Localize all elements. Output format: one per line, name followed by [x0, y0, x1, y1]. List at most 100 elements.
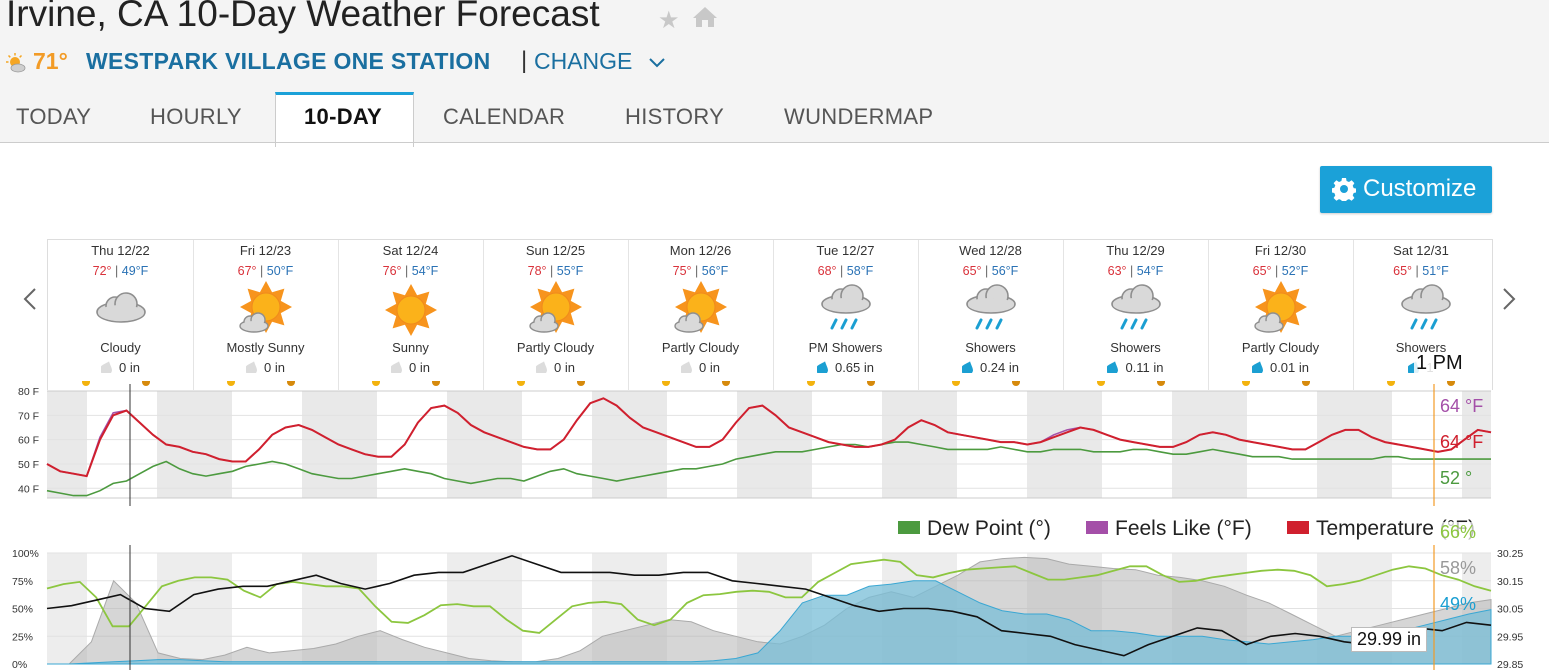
hover-cloud-cover: 58% [1440, 558, 1477, 578]
day-high: 65° [1252, 264, 1272, 278]
day-column[interactable]: Wed 12/28 65° | 56°F Showers 0.24 in [918, 240, 1064, 390]
day-temps: 63° | 54°F [1063, 264, 1208, 278]
precip-amount: 0 in [554, 360, 575, 375]
day-low: 49°F [121, 264, 149, 278]
hover-humidity: 66% [1440, 522, 1477, 543]
day-condition: Showers [1395, 340, 1447, 355]
day-name: Thu 12/29 [1106, 243, 1165, 258]
home-icon[interactable] [691, 5, 719, 29]
partly-cloudy-icon [529, 281, 582, 333]
night-band [302, 391, 337, 498]
partly-cloudy-icon [674, 281, 727, 333]
day-precip: 0.65 in [773, 360, 918, 375]
day-column[interactable]: Mon 12/26 75° | 56°F Partly Cloudy 0 in [628, 240, 774, 390]
day-column[interactable]: Sun 12/25 78° | 55°F Partly Cloudy 0 in [483, 240, 629, 390]
humidity-precip-pressure-chart[interactable]: 100% 30.25 75% 30.15 50% 30.05 25% 29.95 0% 29.85 [0, 545, 1549, 670]
day-column[interactable]: Fri 12/30 65° | 52°F Partly Cloudy 0.01 in [1208, 240, 1354, 390]
y-tick-label: 70 F [18, 410, 39, 422]
night-band [592, 391, 627, 498]
day-name: Fri 12/23 [239, 243, 292, 258]
day-column[interactable]: Sat 12/24 76° | 54°F Sunny 0 in [338, 240, 484, 390]
active-tab-frame [275, 92, 414, 147]
temp-divider: | [985, 264, 989, 278]
tab-hourly[interactable]: HOURLY [150, 104, 242, 129]
sunrise-marker [82, 381, 90, 386]
sunrise-marker [1097, 381, 1105, 386]
day-condition: Showers [1110, 340, 1161, 355]
night-band [337, 391, 377, 498]
day-condition: Sunny [392, 340, 429, 355]
day-temps: 78° | 55°F [483, 264, 628, 278]
raindrop-icon [961, 361, 973, 373]
pressure-line [46, 554, 1492, 657]
tab-10-day[interactable]: 10-DAY [304, 104, 383, 129]
precip-amount: 0 in [264, 360, 285, 375]
raindrop-icon [101, 361, 112, 373]
day-column[interactable]: Thu 12/22 72° | 49°F Cloudy 0 in [48, 240, 194, 390]
y2-tick-label: 30.15 [1497, 576, 1523, 588]
day-high: 68° [817, 264, 837, 278]
day-precip: 0 in [48, 360, 193, 375]
y2-tick-label: 30.05 [1497, 604, 1523, 616]
sunrise-marker [662, 381, 670, 386]
page-title: Irvine, CA 10-Day Weather Forecast [6, 0, 600, 34]
night-band [157, 391, 192, 498]
temp-divider: | [405, 264, 409, 278]
showers-icon [966, 284, 1016, 330]
sunset-marker [577, 381, 585, 386]
day-name: Sat 12/24 [382, 243, 439, 258]
day-column[interactable]: Tue 12/27 68° | 58°F PM Showers 0.65 in [773, 240, 919, 390]
humidity-line [46, 558, 1492, 634]
day-name: Thu 12/22 [91, 243, 150, 258]
tab-wundermap[interactable]: WUNDERMAP [784, 104, 934, 129]
day-temps: 67° | 50°F [193, 264, 338, 278]
tab-today[interactable]: TODAY [16, 104, 92, 129]
customize-button[interactable]: Customize [1320, 166, 1492, 213]
day-column[interactable]: Thu 12/29 63° | 54°F Showers 0.11 in [1063, 240, 1209, 390]
day-condition: Partly Cloudy [516, 340, 595, 355]
forecast-header [0, 0, 1549, 143]
raindrop-icon [391, 361, 402, 373]
day-name: Sun 12/25 [525, 243, 586, 258]
precip-amount: 0.11 in [1125, 360, 1164, 375]
tab-history[interactable]: HISTORY [625, 104, 725, 129]
precip-chance-area [47, 580, 1492, 665]
y2-tick-label: 29.85 [1497, 659, 1523, 670]
y-tick-label: 50 F [18, 459, 39, 471]
next-days-arrow-icon[interactable] [1500, 286, 1518, 312]
day-temps: 65° | 56°F [918, 264, 1063, 278]
day-precip: 0 in [483, 360, 628, 375]
day-low: 55°F [556, 264, 584, 278]
day-high: 72° [92, 264, 112, 278]
day-high: 76° [382, 264, 402, 278]
day-high: 75° [672, 264, 692, 278]
legend-feels-like[interactable]: Feels Like (°F) [1086, 517, 1252, 541]
temp-divider: | [1130, 264, 1134, 278]
chevron-down-icon[interactable] [648, 56, 666, 68]
tab-calendar[interactable]: CALENDAR [443, 104, 566, 129]
change-station-button[interactable]: CHANGE [534, 48, 633, 74]
sunrise-marker [1242, 381, 1250, 386]
night-band [192, 391, 232, 498]
precip-amount: 0 in [119, 360, 140, 375]
precip-amount: 0.01 in [1269, 360, 1310, 375]
raindrop-icon [1107, 361, 1119, 373]
sunset-marker [1157, 381, 1165, 386]
legend-temperature[interactable]: Temperature (°F) [1287, 517, 1475, 541]
day-condition: Partly Cloudy [661, 340, 740, 355]
temp-divider: | [550, 264, 554, 278]
temperature-chart[interactable]: 80 F 70 F 60 F 50 F 40 F [0, 384, 1549, 506]
day-high: 65° [962, 264, 982, 278]
prev-days-arrow-icon[interactable] [21, 286, 39, 312]
legend-swatch [1086, 521, 1108, 534]
station-name-link[interactable]: WESTPARK VILLAGE ONE STATION [86, 48, 491, 74]
day-column[interactable]: Fri 12/23 67° | 50°F Mostly Sunny 0 in [193, 240, 339, 390]
showers-icon [821, 284, 871, 330]
cloudy-icon [96, 292, 146, 323]
favorite-star-icon[interactable]: ★ [658, 7, 680, 34]
legend-dew-point[interactable]: Dew Point (°) [898, 517, 1051, 541]
day-temps: 65° | 51°F [1353, 264, 1489, 278]
raindrop-icon [536, 361, 547, 373]
day-low: 50°F [266, 264, 294, 278]
night-band [1462, 391, 1491, 498]
